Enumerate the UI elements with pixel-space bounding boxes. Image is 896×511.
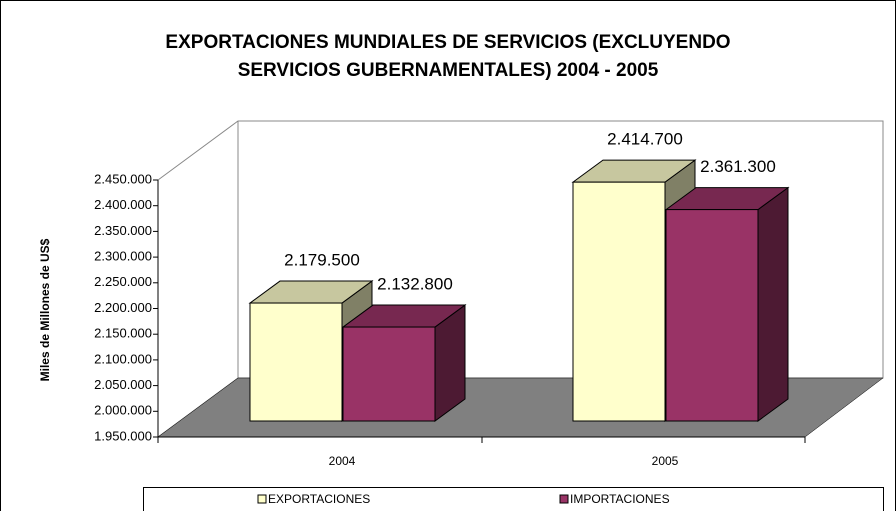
bar	[249, 302, 343, 422]
bar	[572, 181, 666, 422]
legend-box	[143, 487, 884, 511]
y-tick-label: 2.050.000	[94, 377, 152, 392]
y-tick-label: 2.450.000	[94, 171, 152, 186]
value-label: 2.132.800	[377, 275, 453, 294]
y-tick-label: 2.150.000	[94, 326, 152, 341]
chart-title: SERVICIOS GUBERNAMENTALES) 2004 - 2005	[238, 60, 659, 81]
y-tick-label: 2.100.000	[94, 351, 152, 366]
y-tick-label: 2.350.000	[94, 223, 152, 238]
y-tick-label: 1.950.000	[94, 428, 152, 443]
y-tick-label: 2.200.000	[94, 300, 152, 315]
x-tick-label: 2004	[329, 454, 356, 468]
bar	[665, 209, 759, 422]
bar	[342, 326, 436, 422]
bar-side	[757, 186, 789, 422]
x-tick-label: 2005	[652, 454, 679, 468]
value-label: 2.179.500	[284, 251, 360, 270]
legend-swatch	[559, 494, 569, 504]
y-tick-label: 2.400.000	[94, 197, 152, 212]
legend-swatch	[257, 494, 267, 504]
y-tick-label: 2.000.000	[94, 403, 152, 418]
y-axis-label: Miles de Millones de US$	[38, 238, 52, 381]
legend-label: EXPORTACIONES	[268, 492, 370, 506]
value-label: 2.361.300	[700, 157, 776, 176]
y-tick-label: 2.300.000	[94, 249, 152, 264]
value-label: 2.414.700	[607, 130, 683, 149]
y-tick-label: 2.250.000	[94, 274, 152, 289]
legend-label: IMPORTACIONES	[570, 492, 670, 506]
chart-title: EXPORTACIONES MUNDIALES DE SERVICIOS (EX…	[165, 32, 730, 53]
